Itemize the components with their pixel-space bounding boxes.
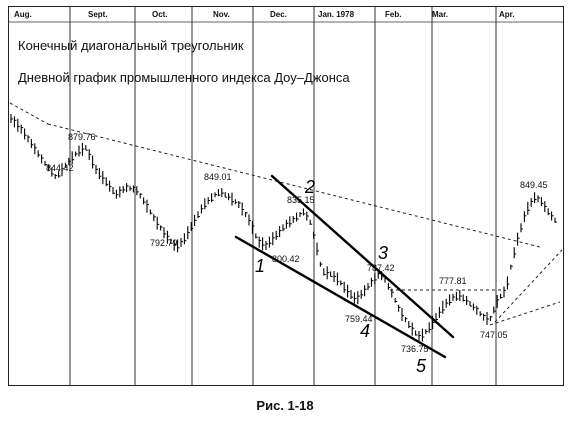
price-label: 849.45 (520, 180, 548, 190)
month-label: Dec. (270, 10, 287, 19)
price-label: 747.05 (480, 330, 508, 340)
price-label: 800.42 (272, 254, 300, 264)
chart-subtitle: Дневной график промышленного индекса Доу… (18, 70, 350, 85)
price-label: 849.01 (204, 172, 232, 182)
chart-frame (8, 6, 564, 386)
price-label: 835.15 (287, 195, 315, 205)
month-label: Sept. (88, 10, 108, 19)
dashed-trendline-rising (489, 301, 561, 326)
month-label: Nov. (213, 10, 230, 19)
month-label: Apr. (499, 10, 515, 19)
price-label: 787.42 (367, 263, 395, 273)
price-label: 759.44 (345, 314, 373, 324)
price-label: 736.75 (401, 344, 429, 354)
dashed-trendline-start (9, 102, 49, 125)
wave-label-3: 3 (378, 243, 388, 263)
month-label: Jan. 1978 (318, 10, 355, 19)
dashed-trendline-steep (494, 249, 563, 323)
dashed-trendline-long (47, 123, 541, 248)
month-label: Oct. (152, 10, 168, 19)
diagonal-upper-boundary (270, 174, 455, 339)
month-label: Aug. (14, 10, 32, 19)
month-label: Mar. (432, 10, 448, 19)
price-label: 844.42 (46, 163, 74, 173)
wave-label-4: 4 (360, 321, 370, 341)
price-label: 879.76 (68, 132, 96, 142)
chart-title: Конечный диагональный треугольник (18, 38, 244, 53)
price-label: 792.79 (150, 238, 178, 248)
wave-label-5: 5 (416, 356, 427, 376)
figure-caption: Рис. 1-18 (256, 398, 314, 413)
month-label: Feb. (385, 10, 401, 19)
wave-label-2: 2 (304, 177, 315, 197)
price-label: 777.81 (439, 276, 467, 286)
wave-label-1: 1 (255, 256, 265, 276)
diagonal-lower-boundary (234, 235, 447, 359)
